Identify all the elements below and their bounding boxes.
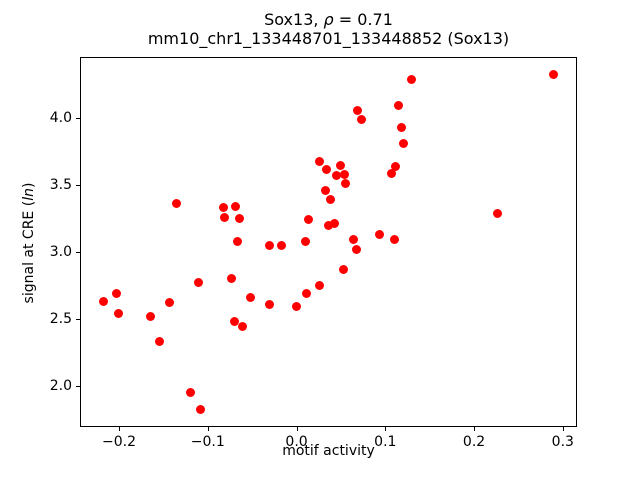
data-point — [356, 115, 366, 125]
x-tick-mark — [207, 427, 209, 431]
data-point — [324, 220, 333, 230]
data-point — [348, 235, 358, 245]
data-point — [339, 170, 349, 180]
data-point — [172, 199, 182, 209]
data-point — [227, 274, 237, 284]
y-tick-label: 3.0 — [49, 244, 72, 261]
y-tick-label: 2.0 — [49, 377, 72, 394]
y-tick-label: 2.5 — [49, 310, 72, 327]
x-tick-label: −0.1 — [190, 434, 225, 450]
data-point — [264, 240, 274, 250]
data-point — [387, 168, 396, 178]
data-point — [185, 387, 195, 397]
x-axis-label: motif activity — [282, 443, 375, 459]
data-point — [237, 322, 247, 332]
x-tick-label: 0.2 — [462, 434, 486, 450]
data-point — [229, 316, 239, 326]
chart-title: Sox13, ρ = 0.71 mm10_chr1_133448701_1334… — [80, 10, 577, 48]
data-point — [276, 240, 286, 250]
y-axis-label-prefix: signal at CRE ( — [21, 200, 37, 304]
data-point — [232, 236, 242, 246]
data-point — [389, 235, 399, 245]
x-tick-mark — [385, 427, 387, 431]
y-axis-label-suffix: ) — [21, 182, 37, 189]
y-tick-mark — [76, 185, 80, 187]
chart-title-line1: Sox13, ρ = 0.71 — [80, 10, 577, 29]
x-tick-mark — [296, 427, 298, 431]
data-point — [321, 186, 331, 196]
data-point — [245, 292, 255, 302]
data-point — [230, 202, 240, 212]
title-rho-value: = 0.71 — [333, 10, 393, 29]
data-point — [165, 298, 175, 308]
title-gene-label: Sox13, — [264, 10, 324, 29]
y-tick-mark — [76, 318, 80, 320]
x-tick-mark — [474, 427, 476, 431]
data-point — [99, 296, 109, 306]
x-tick-label: −0.2 — [102, 434, 137, 450]
data-point — [407, 75, 417, 85]
y-tick-mark — [76, 385, 80, 387]
data-point — [335, 160, 345, 170]
data-point — [492, 208, 502, 218]
data-point — [264, 299, 274, 309]
y-tick-label: 4.0 — [49, 110, 72, 127]
x-tick-mark — [562, 427, 564, 431]
data-point — [220, 212, 230, 222]
data-point — [396, 123, 406, 133]
data-point — [155, 337, 165, 346]
y-axis-label: signal at CRE (ln) — [21, 178, 37, 308]
data-point — [375, 230, 385, 240]
data-point — [315, 156, 325, 166]
data-point — [325, 195, 335, 205]
data-point — [340, 179, 350, 189]
data-point — [194, 278, 204, 288]
data-point — [339, 264, 349, 274]
data-point — [145, 311, 155, 321]
data-point — [113, 308, 123, 318]
y-tick-mark — [76, 252, 80, 254]
y-axis-label-ln: ln — [21, 188, 37, 201]
data-point — [548, 69, 558, 79]
data-point — [394, 100, 404, 110]
plot-area — [80, 57, 577, 427]
chart-subtitle-region-id: mm10_chr1_133448701_133448852 (Sox13) — [147, 29, 510, 48]
data-point — [301, 288, 311, 298]
data-point — [196, 405, 206, 415]
data-point — [322, 164, 332, 174]
y-tick-label: 3.5 — [49, 177, 72, 194]
rho-symbol: ρ — [323, 10, 334, 29]
x-tick-label: 0.1 — [374, 434, 397, 450]
data-point — [219, 203, 229, 213]
y-tick-mark — [76, 118, 80, 120]
data-point — [353, 105, 363, 115]
data-point — [390, 162, 400, 172]
data-point — [331, 171, 341, 181]
data-point — [315, 280, 325, 290]
x-tick-label: 0.3 — [551, 434, 574, 450]
x-tick-mark — [119, 427, 121, 431]
data-point — [351, 244, 361, 254]
data-point — [303, 215, 313, 225]
data-point — [300, 236, 310, 246]
data-point — [292, 302, 302, 312]
x-tick-label: 0.0 — [285, 434, 308, 450]
data-point — [111, 288, 121, 298]
data-point — [398, 139, 408, 149]
data-point — [235, 214, 245, 224]
data-point — [330, 219, 340, 229]
